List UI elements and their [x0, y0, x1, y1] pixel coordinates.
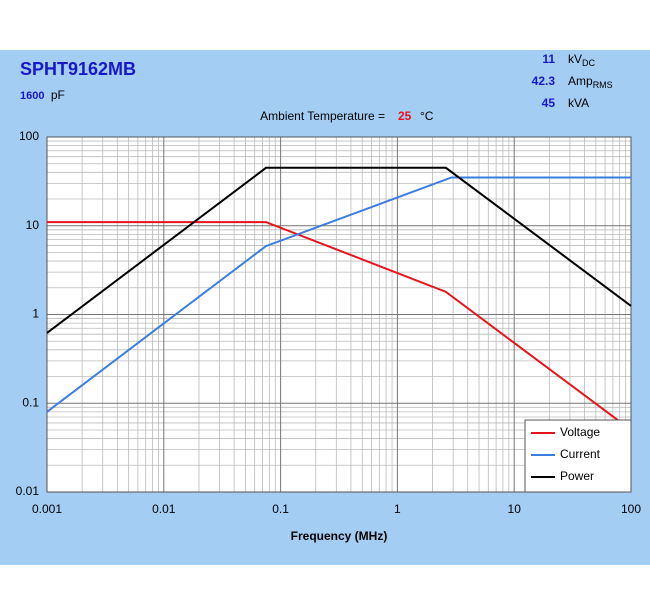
y-tick-label: 0.01 [16, 484, 40, 498]
y-tick-label: 100 [19, 129, 39, 143]
series-line [46, 176, 631, 413]
capacitance-value: 1600 [20, 90, 44, 102]
y-tick-label: 0.1 [22, 395, 39, 409]
rating-unit-text: kV [568, 52, 582, 66]
chart-title: SPHT9162MB [20, 59, 136, 79]
legend-label: Voltage [560, 425, 600, 439]
rating-unit-text: Amp [568, 74, 593, 88]
x-tick-label: 1 [394, 502, 401, 516]
rating-unit: kVA [568, 96, 589, 110]
rating-unit-sub: RMS [593, 80, 613, 90]
rating-unit-text: kVA [568, 96, 589, 110]
rating-value: 11 [542, 52, 555, 66]
series-line [46, 166, 632, 334]
x-axis-label: Frequency (MHz) [291, 529, 388, 543]
temperature-label: Ambient Temperature = [260, 109, 385, 123]
plot-border [46, 136, 632, 493]
legend-label: Current [560, 447, 601, 461]
x-tick-label: 10 [508, 502, 522, 516]
x-tick-label: 100 [621, 502, 641, 516]
y-tick-label: 10 [26, 218, 40, 232]
capacitance: 1600 pF [20, 88, 65, 102]
x-tick-label: 0.01 [152, 502, 176, 516]
temperature-unit: °C [420, 109, 434, 123]
legend-label: Power [560, 469, 594, 483]
temperature-value: 25 [398, 109, 412, 123]
series-line [47, 221, 632, 431]
x-tick-label: 0.1 [272, 502, 289, 516]
rating-value: 45 [542, 96, 556, 110]
capacitance-unit: pF [51, 88, 65, 102]
rating-unit: kVDC [568, 52, 596, 68]
x-tick-label: 0.001 [32, 502, 62, 516]
rating-unit: AmpRMS [568, 74, 613, 90]
rating-value: 42.3 [532, 74, 556, 88]
y-tick-label: 1 [32, 307, 39, 321]
rating-unit-sub: DC [582, 58, 595, 68]
